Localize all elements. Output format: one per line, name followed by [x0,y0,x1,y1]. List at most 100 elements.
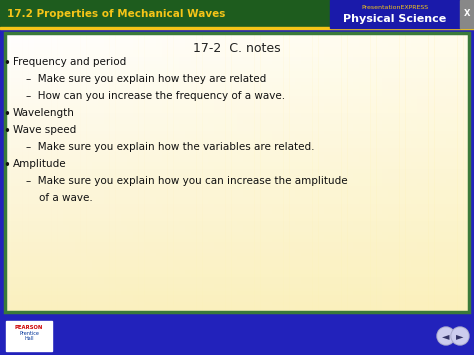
Bar [202,33,209,312]
Bar [185,33,191,312]
Bar [5,137,469,141]
Bar [417,33,423,312]
Bar [0,317,474,355]
Bar [5,280,469,284]
Bar [138,33,145,312]
Bar [5,64,469,68]
Bar [295,33,301,312]
Bar [5,193,469,197]
Bar [5,144,469,148]
Bar [5,162,469,165]
Bar [5,217,469,221]
Bar [5,256,469,260]
Bar [324,33,330,312]
Text: Prentice: Prentice [19,331,39,336]
Bar [318,33,325,312]
Bar [5,231,469,235]
Text: –  How can you increase the frequency of a wave.: – How can you increase the frequency of … [26,91,285,101]
Bar [5,88,469,92]
Bar [283,33,290,312]
Bar [5,92,469,96]
Bar [5,141,469,144]
Bar [289,33,295,312]
Bar [255,33,261,312]
Bar [17,33,23,312]
Bar [260,33,266,312]
Text: •: • [4,57,10,70]
Bar [312,33,319,312]
Bar [5,130,469,134]
Bar [5,47,469,50]
Bar [5,249,469,253]
Bar [5,196,469,201]
Bar [370,33,377,312]
Bar [405,33,411,312]
Bar [5,85,469,89]
Bar [144,33,151,312]
Bar [393,33,400,312]
Bar [5,305,469,308]
Bar [457,33,464,312]
Bar [11,33,17,312]
Bar [272,33,278,312]
Bar [5,169,469,173]
Bar [347,33,354,312]
Bar [196,33,203,312]
Bar [5,120,469,124]
Bar [5,33,469,312]
Bar [5,50,469,54]
Bar [341,33,348,312]
Bar [5,235,469,239]
Bar [191,33,197,312]
Bar [5,270,469,274]
Bar [440,33,447,312]
Circle shape [452,328,468,344]
Bar [5,252,469,256]
Bar [167,33,173,312]
Bar [5,228,469,232]
Bar [460,0,474,28]
Bar [5,172,469,176]
Bar [376,33,383,312]
Bar [278,33,284,312]
Bar [162,33,168,312]
Bar [5,277,469,280]
Text: •: • [4,159,10,172]
Bar [5,39,469,43]
Bar [330,0,460,28]
Bar [81,33,87,312]
Bar [5,179,469,183]
Bar [388,33,394,312]
Bar [5,186,469,190]
Bar [115,33,121,312]
Bar [5,151,469,155]
Bar [434,33,440,312]
Bar [5,200,469,204]
Text: Wavelength: Wavelength [13,108,75,118]
Bar [173,33,180,312]
Bar [5,154,469,159]
Bar [5,43,469,47]
Bar [5,57,469,61]
Bar [5,182,469,186]
Bar [5,123,469,127]
Bar [365,33,371,312]
Bar [5,297,469,301]
Bar [109,33,116,312]
Bar [5,36,469,40]
Text: •: • [4,108,10,121]
Bar [5,60,469,64]
Bar [266,33,272,312]
Bar [5,221,469,225]
Text: ◄: ◄ [442,331,450,341]
Bar [301,33,307,312]
Bar [237,33,243,312]
Bar [121,33,128,312]
Text: –  Make sure you explain how you can increase the amplitude: – Make sure you explain how you can incr… [26,176,347,186]
Text: 17.2 Properties of Mechanical Waves: 17.2 Properties of Mechanical Waves [7,9,225,19]
Bar [5,287,469,291]
Text: PEARSON: PEARSON [15,325,43,330]
Circle shape [438,328,454,344]
Bar [5,71,469,75]
Text: Wave speed: Wave speed [13,125,76,135]
